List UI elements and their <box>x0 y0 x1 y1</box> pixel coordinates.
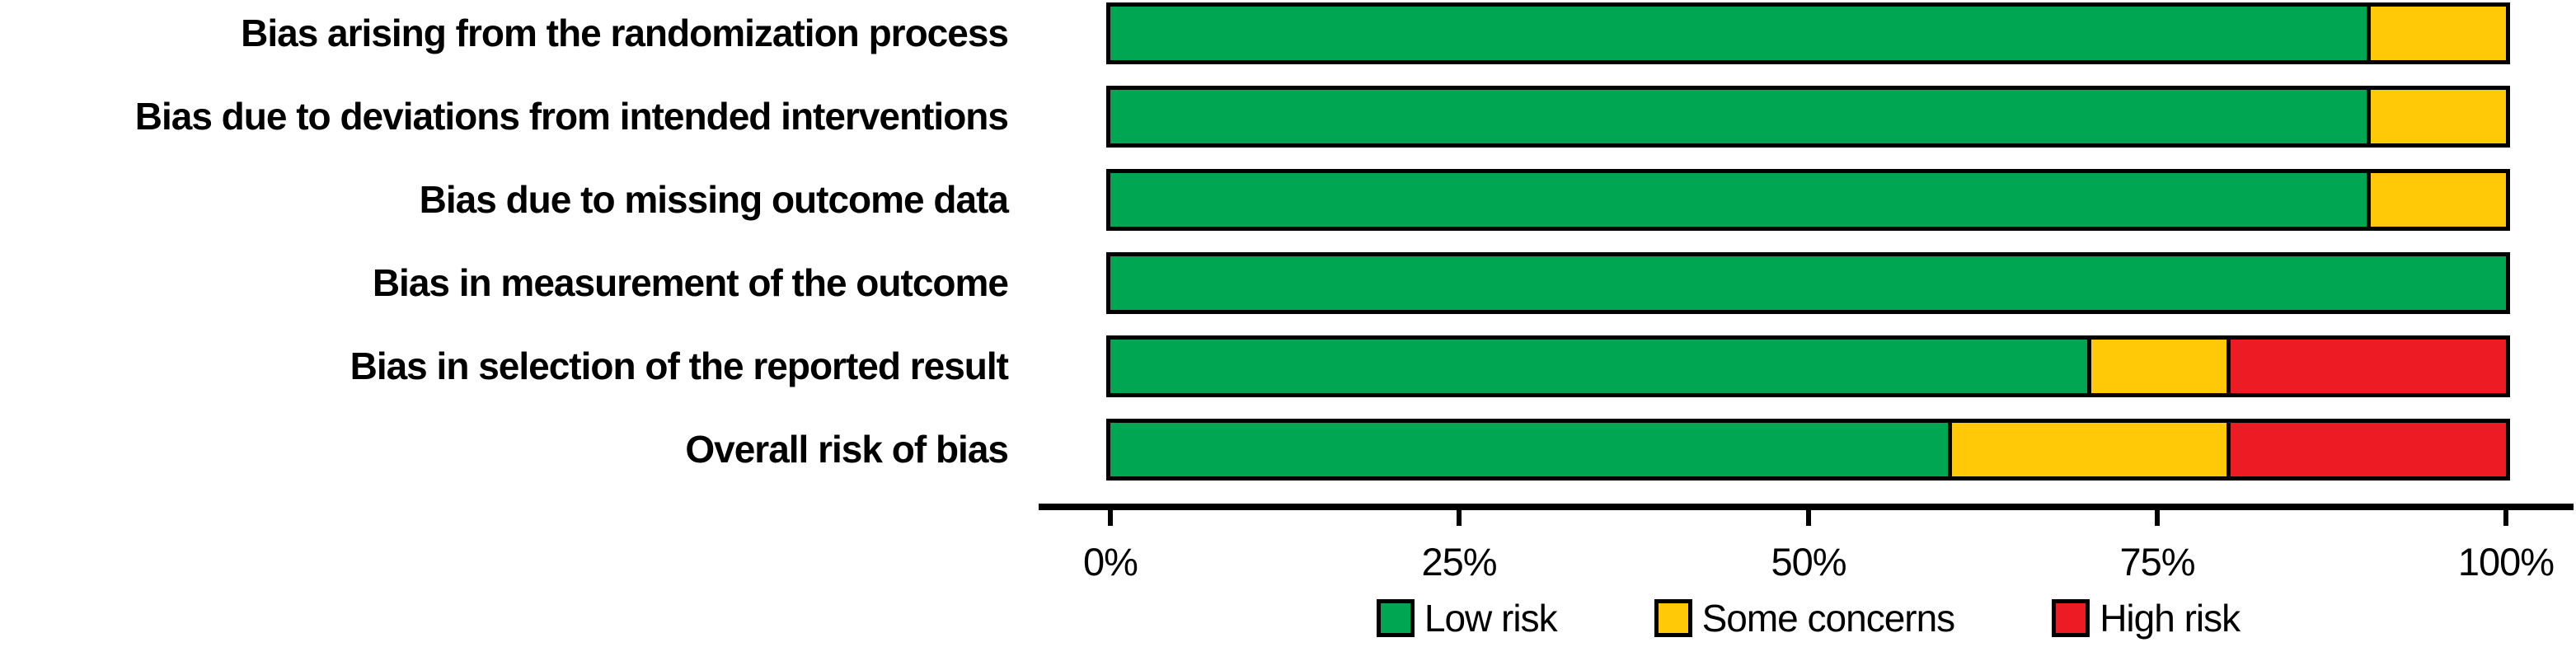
legend-item-low-risk: Low risk <box>1376 597 1558 640</box>
bar-segment-low-risk <box>1110 173 2367 227</box>
category-label-selection: Bias in selection of the reported result <box>350 345 1009 387</box>
bar-segment-high-risk <box>2226 423 2506 476</box>
x-axis-tick-25 <box>1457 504 1462 526</box>
legend-item-some-concerns: Some concerns <box>1654 599 1955 637</box>
legend-label-low-risk: Low risk <box>1424 597 1558 640</box>
legend-label-high-risk: High risk <box>2100 597 2241 640</box>
bar-segment-low-risk <box>1110 90 2367 143</box>
x-axis-tick-label-25: 25% <box>1421 540 1497 584</box>
category-label-overall: Overall risk of bias <box>685 428 1009 471</box>
high-risk-swatch-icon <box>2052 599 2090 637</box>
x-axis-tick-label-75: 75% <box>2119 540 2195 584</box>
stacked-bar-overall <box>1106 419 2510 481</box>
x-axis-tick-label-100: 100% <box>2457 540 2555 584</box>
bar-segment-some-concerns <box>2366 90 2506 143</box>
some-concerns-swatch-icon <box>1654 599 1692 637</box>
x-axis-tick-label-50: 50% <box>1771 540 1846 584</box>
bar-segment-some-concerns <box>2366 173 2506 227</box>
stacked-bar-missing-data <box>1106 169 2510 231</box>
bar-segment-low-risk <box>1110 7 2367 60</box>
bar-segment-some-concerns <box>2087 340 2227 393</box>
category-label-measurement: Bias in measurement of the outcome <box>372 261 1009 304</box>
legend-item-high-risk: High risk <box>2052 597 2241 640</box>
bar-segment-some-concerns <box>1947 423 2227 476</box>
legend: Low risk Some concerns High risk <box>1110 595 2506 641</box>
bar-segment-low-risk <box>1110 256 2506 310</box>
category-label-missing-data: Bias due to missing outcome data <box>419 178 1009 221</box>
x-axis-tick-label-0: 0% <box>1083 540 1138 584</box>
x-axis-tick-50 <box>1806 504 1811 526</box>
stacked-bar-measurement <box>1106 252 2510 314</box>
bar-segment-low-risk <box>1110 423 1948 476</box>
bar-segment-high-risk <box>2226 340 2506 393</box>
stacked-bar-randomization <box>1106 2 2510 64</box>
legend-label-some-concerns: Some concerns <box>1701 597 1956 640</box>
x-axis-tick-100 <box>2503 504 2508 526</box>
stacked-bar-deviations <box>1106 86 2510 148</box>
x-axis-tick-0 <box>1108 504 1113 526</box>
low-risk-swatch-icon <box>1376 599 1415 637</box>
category-label-randomization: Bias arising from the randomization proc… <box>241 12 1009 54</box>
bar-segment-low-risk <box>1110 340 2088 393</box>
stacked-bar-selection <box>1106 335 2510 397</box>
x-axis-tick-75 <box>2155 504 2160 526</box>
bar-segment-some-concerns <box>2366 7 2506 60</box>
category-label-deviations: Bias due to deviations from intended int… <box>134 95 1009 138</box>
